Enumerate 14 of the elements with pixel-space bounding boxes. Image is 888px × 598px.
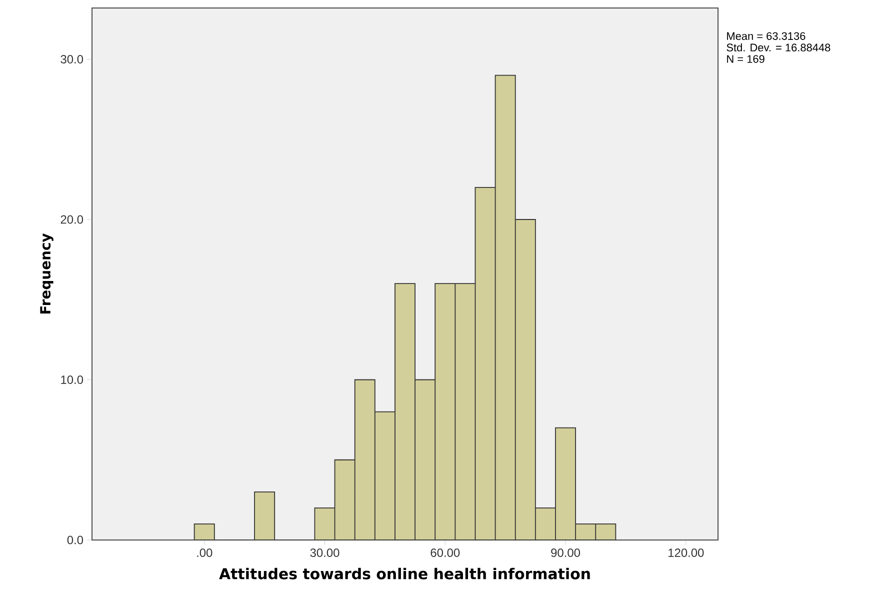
text: N = 169 <box>727 55 764 63</box>
x-tick-label: 120.00 <box>668 548 704 557</box>
y-tick-label: 0.0 <box>67 536 84 544</box>
x-tick-label: .00 <box>197 548 212 557</box>
y-tick-label: 30.0 <box>60 55 84 64</box>
y-tick-label: 20.0 <box>60 215 84 224</box>
x-axis-title: Attitudes towards online health information <box>219 568 590 580</box>
text: Std. Dev. = 16.88448 <box>726 43 830 52</box>
text: Mean = 63.3136 <box>727 32 806 40</box>
x-tick-label: 90.00 <box>551 548 580 557</box>
x-tick-label: 60.00 <box>430 548 460 557</box>
y-tick-label: 10.0 <box>61 376 84 384</box>
x-tick-label: 30.00 <box>310 548 340 557</box>
y-axis-title: Frequency <box>40 233 54 314</box>
